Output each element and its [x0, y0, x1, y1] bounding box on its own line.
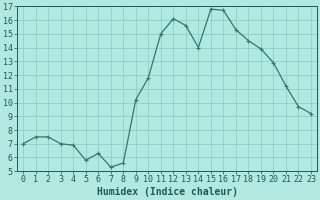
X-axis label: Humidex (Indice chaleur): Humidex (Indice chaleur) [97, 187, 237, 197]
